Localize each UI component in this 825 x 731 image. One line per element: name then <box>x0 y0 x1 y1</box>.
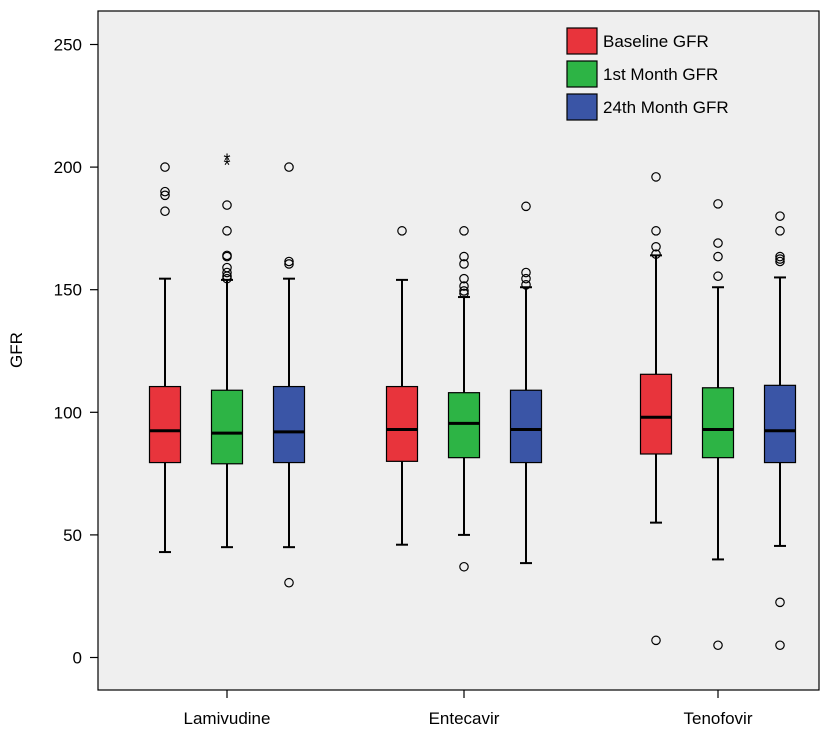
outlier-point <box>222 226 232 236</box>
outlier-point <box>459 561 469 572</box>
box-iqr <box>385 385 419 462</box>
outlier-point <box>459 281 469 291</box>
y-tick-label: 150 <box>54 281 82 300</box>
legend: Baseline GFR 1st Month GFR 24th Month GFR <box>566 27 729 121</box>
box-2-1 <box>509 201 543 565</box>
y-tick-label: 250 <box>54 36 82 55</box>
x-tick-label: Entecavir <box>429 709 500 728</box>
outlier-point <box>651 249 661 259</box>
outlier-point <box>284 162 294 172</box>
legend-swatch <box>566 93 598 121</box>
outlier-point <box>775 211 785 221</box>
box-1-1 <box>447 226 481 572</box>
outlier-point <box>459 288 469 299</box>
box-1-2 <box>701 199 735 651</box>
outlier-point <box>459 251 469 262</box>
outlier-point <box>459 273 469 284</box>
legend-label: Baseline GFR <box>603 32 709 51</box>
legend-label: 1st Month GFR <box>603 65 718 84</box>
outlier-point <box>160 206 170 217</box>
legend-label: 24th Month GFR <box>603 98 729 117</box>
outlier-point <box>222 267 232 278</box>
box-0-1 <box>385 226 419 546</box>
outlier-point <box>775 251 785 262</box>
y-tick-label: 50 <box>63 526 82 545</box>
outlier-point <box>521 267 531 278</box>
outlier-point <box>222 271 232 282</box>
box-iqr <box>148 385 182 464</box>
x-tick-label: Lamivudine <box>184 709 271 728</box>
outlier-point <box>160 186 170 197</box>
x-tick-label: Tenofovir <box>684 709 753 728</box>
outlier-point <box>284 256 294 267</box>
legend-swatch <box>566 60 598 88</box>
extreme-point: * <box>223 151 230 171</box>
outlier-point <box>775 226 785 236</box>
y-tick-label: 100 <box>54 403 82 422</box>
outlier-point <box>521 201 531 212</box>
box-0-2 <box>639 172 673 646</box>
box-2-2 <box>763 211 797 651</box>
box-iqr <box>272 385 306 464</box>
outlier-point <box>713 199 723 209</box>
y-axis-title: GFR <box>7 332 26 368</box>
outlier-point <box>651 172 661 182</box>
y-tick-label: 200 <box>54 158 82 177</box>
box-2-0 <box>272 162 306 588</box>
outlier-point <box>775 597 785 608</box>
outlier-point <box>713 251 723 262</box>
outlier-point <box>459 259 469 269</box>
outlier-point <box>775 640 785 651</box>
box-iqr <box>763 384 797 464</box>
outlier-point <box>651 635 661 646</box>
outlier-point <box>397 226 407 236</box>
outlier-point <box>651 241 661 252</box>
outlier-point <box>713 271 723 282</box>
outlier-point <box>222 251 232 262</box>
outlier-point <box>459 226 469 236</box>
outlier-point <box>284 259 294 269</box>
outlier-point <box>459 286 469 296</box>
legend-swatch <box>566 27 598 55</box>
plot-area <box>97 10 820 691</box>
outlier-point <box>222 273 232 284</box>
box-iqr <box>447 392 481 459</box>
outlier-point <box>160 190 170 201</box>
box-1-0: ** <box>210 151 244 549</box>
box-iqr <box>509 389 543 464</box>
box-iqr <box>639 373 673 455</box>
box-0-0 <box>148 162 182 554</box>
outlier-point <box>713 640 723 651</box>
outlier-point <box>775 254 785 264</box>
x-axis: Lamivudine Entecavir Tenofovir <box>184 690 753 728</box>
y-tick-label: 0 <box>73 649 82 668</box>
box-iqr <box>210 389 244 465</box>
outlier-point <box>222 200 232 210</box>
outlier-point <box>521 279 531 290</box>
outlier-point <box>160 162 170 172</box>
chart-marks: ** <box>148 151 797 651</box>
outlier-point <box>713 238 723 248</box>
outlier-point <box>521 273 531 284</box>
box-iqr <box>701 387 735 459</box>
y-axis: 0 50 100 150 200 250 <box>54 36 98 668</box>
outlier-point <box>651 226 661 236</box>
extreme-point: * <box>223 156 230 176</box>
outlier-point <box>284 577 294 588</box>
outlier-point <box>775 256 785 267</box>
